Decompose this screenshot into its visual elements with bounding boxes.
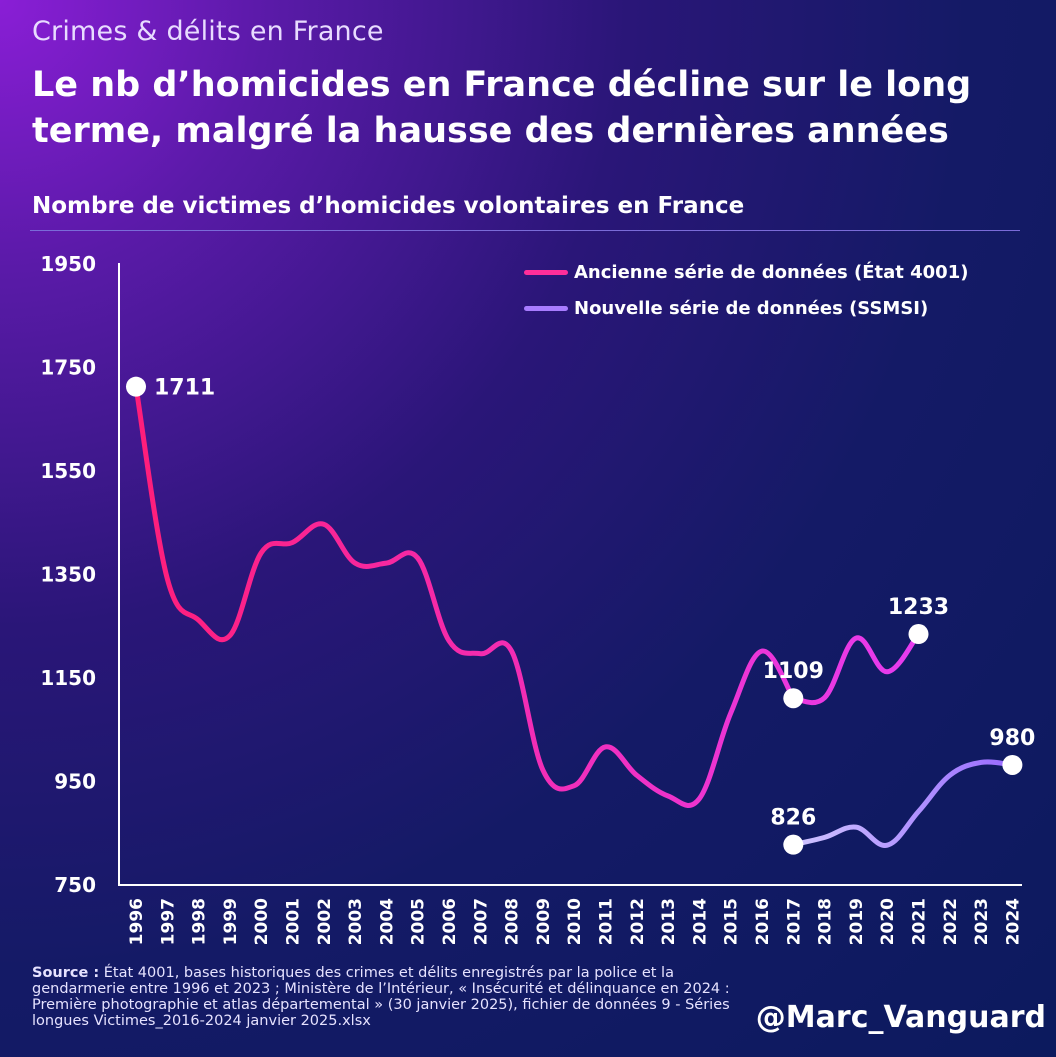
x-tick-label: 2018 — [816, 898, 836, 945]
y-tick-label: 1150 — [40, 666, 96, 690]
y-tick-label: 950 — [54, 770, 96, 794]
x-tick-label: 1997 — [158, 898, 178, 945]
series-line-2 — [790, 631, 921, 706]
source-note: Source : État 4001, bases historiques de… — [32, 965, 737, 1029]
legend-label-new: Nouvelle série de données (SSMSI) — [574, 297, 929, 319]
data-label: 1711 — [154, 376, 215, 401]
series-line-3 — [790, 759, 1015, 848]
y-tick-label: 1350 — [40, 563, 96, 587]
data-label: 826 — [770, 806, 816, 831]
x-tick-label: 2004 — [377, 898, 397, 945]
page-title: Le nb d’homicides en France décline sur … — [32, 65, 972, 151]
x-tick-label: 2006 — [440, 898, 460, 945]
data-label: 1233 — [888, 595, 949, 620]
x-tick-label: 2001 — [284, 898, 304, 945]
data-label: 980 — [989, 726, 1035, 751]
x-tick-label: 1999 — [221, 898, 241, 945]
x-tick-label: 2000 — [252, 898, 272, 945]
y-tick-label: 1750 — [40, 356, 96, 380]
legend-item-new-series: Nouvelle série de données (SSMSI) — [524, 290, 968, 326]
y-tick-label: 1950 — [40, 252, 96, 276]
x-tick-label: 2009 — [534, 898, 554, 945]
author-handle: @Marc_Vanguard — [755, 1000, 1046, 1035]
series-line-1 — [133, 384, 796, 808]
chart-legend: Ancienne série de données (État 4001) No… — [524, 254, 968, 326]
x-tick-label: 2008 — [503, 898, 523, 945]
x-tick-label: 2020 — [878, 898, 898, 945]
source-label: Source : — [32, 965, 100, 981]
x-tick-label: 2023 — [972, 898, 992, 945]
x-tick-label: 2019 — [847, 898, 867, 945]
data-point-marker — [783, 688, 804, 709]
x-tick-label: 2012 — [628, 898, 648, 945]
source-text: État 4001, bases historiques des crimes … — [32, 965, 730, 1029]
legend-swatch-old — [524, 269, 568, 275]
legend-item-old-series: Ancienne série de données (État 4001) — [524, 254, 968, 290]
x-tick-label: 2005 — [409, 898, 429, 945]
x-tick-label: 2011 — [597, 898, 617, 945]
data-point-marker — [783, 834, 804, 855]
x-tick-label: 2007 — [471, 898, 491, 945]
kicker: Crimes & délits en France — [32, 16, 384, 47]
subtitle-divider — [30, 230, 1020, 231]
y-tick-label: 750 — [54, 873, 96, 897]
x-tick-label: 1996 — [127, 898, 147, 945]
chart-subtitle: Nombre de victimes d’homicides volontair… — [32, 193, 745, 219]
data-label: 1109 — [763, 659, 824, 684]
x-tick-label: 2016 — [753, 898, 773, 945]
x-tick-label: 2013 — [659, 898, 679, 945]
x-tick-label: 1998 — [190, 898, 210, 945]
data-point-marker — [908, 624, 929, 645]
legend-swatch-new — [524, 305, 568, 311]
x-tick-label: 2003 — [346, 898, 366, 945]
y-tick-label: 1550 — [40, 459, 96, 483]
data-point-marker — [1002, 754, 1023, 775]
x-tick-label: 2014 — [690, 898, 710, 945]
x-tick-label: 2024 — [1003, 898, 1023, 945]
x-tick-label: 2002 — [315, 898, 335, 945]
x-tick-label: 2017 — [784, 898, 804, 945]
x-tick-label: 2010 — [565, 898, 585, 945]
x-tick-label: 2021 — [910, 898, 930, 945]
x-tick-label: 2022 — [941, 898, 961, 945]
data-point-marker — [126, 376, 146, 397]
x-tick-label: 2015 — [722, 898, 742, 945]
legend-label-old: Ancienne série de données (État 4001) — [574, 261, 969, 283]
